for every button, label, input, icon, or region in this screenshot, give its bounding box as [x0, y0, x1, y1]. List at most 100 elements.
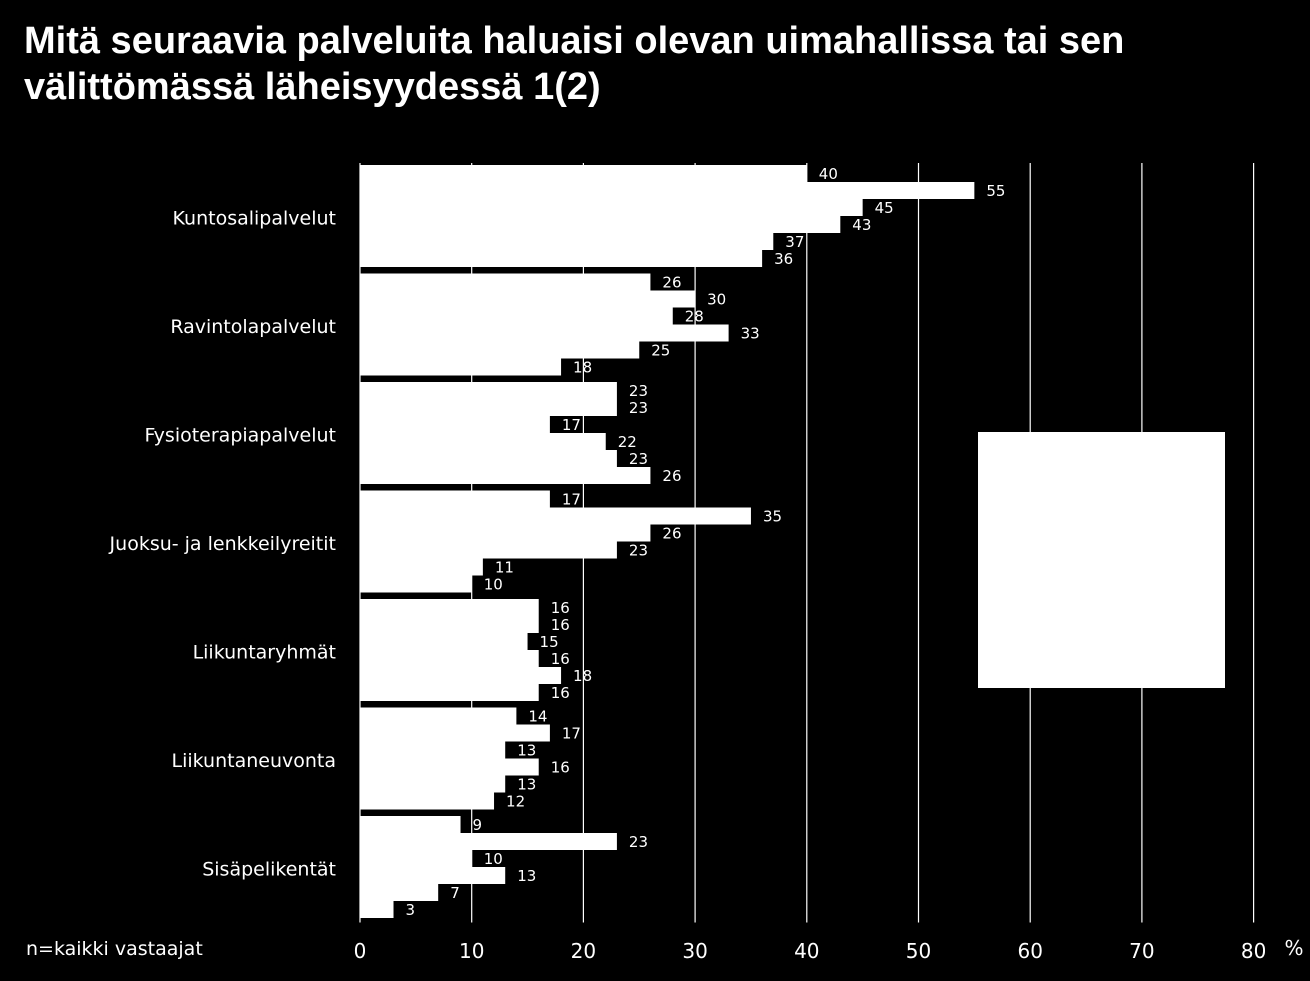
x-tick-label: 50	[906, 939, 931, 963]
x-tick-label: 0	[354, 939, 367, 963]
bar	[360, 616, 539, 633]
bar	[360, 758, 539, 776]
bar	[360, 724, 550, 742]
data-label: 16	[551, 684, 570, 702]
bar	[360, 382, 617, 399]
bar	[360, 667, 562, 684]
data-label: 16	[551, 650, 570, 668]
bar	[360, 775, 506, 793]
x-tick-label: 20	[571, 939, 596, 963]
category-label: Ravintolapalvelut	[170, 316, 336, 338]
category-label: Fysioterapiapalvelut	[145, 424, 337, 446]
x-tick-label: 70	[1129, 939, 1154, 963]
data-label: 15	[540, 633, 559, 651]
bar	[360, 199, 863, 216]
data-label: 16	[551, 599, 570, 617]
bar	[360, 216, 841, 233]
bar	[360, 507, 751, 525]
bar	[360, 707, 517, 725]
data-label: 26	[662, 467, 681, 485]
data-label: 23	[629, 399, 648, 417]
bar	[360, 524, 651, 542]
data-label: 13	[517, 742, 536, 760]
data-label: 3	[406, 901, 416, 919]
data-label: 55	[986, 182, 1005, 200]
data-label: 36	[774, 250, 793, 268]
bar	[360, 307, 673, 325]
bar	[360, 324, 729, 342]
x-tick-label: 80	[1241, 939, 1266, 963]
data-label: 18	[573, 359, 592, 377]
bar	[360, 182, 975, 199]
bar	[360, 833, 617, 850]
data-label: 28	[685, 308, 704, 326]
category-label: Kuntosalipalvelut	[173, 207, 336, 229]
bar	[360, 684, 539, 701]
bar	[360, 433, 606, 450]
bar	[360, 650, 539, 667]
bar	[360, 165, 807, 182]
data-label: 23	[629, 542, 648, 560]
bar	[360, 341, 640, 359]
data-label: 17	[562, 725, 581, 743]
x-tick-label: 30	[682, 939, 707, 963]
data-label: 45	[875, 199, 894, 217]
bar	[360, 741, 506, 759]
data-label: 10	[484, 850, 503, 868]
data-label: 14	[528, 708, 547, 726]
category-label: Sisäpelikentät	[202, 858, 336, 880]
sample-note: n=kaikki vastaajat	[26, 938, 203, 960]
data-label: 13	[517, 776, 536, 794]
bar	[360, 250, 763, 267]
x-tick-label: 40	[794, 939, 819, 963]
data-label: 23	[629, 382, 648, 400]
category-label: Juoksu- ja lenkkeilyreitit	[109, 533, 336, 555]
bar	[360, 416, 550, 433]
data-label: 13	[517, 867, 536, 885]
data-label: 17	[562, 416, 581, 434]
bar	[360, 599, 539, 616]
bar	[360, 633, 528, 650]
data-label: 23	[629, 450, 648, 468]
bar	[360, 273, 651, 291]
data-label: 40	[819, 165, 838, 183]
bar	[360, 490, 550, 508]
x-tick-label: 60	[1017, 939, 1042, 963]
bar	[360, 541, 617, 559]
data-label: 17	[562, 491, 581, 509]
bar	[360, 901, 394, 918]
data-label: 16	[551, 616, 570, 634]
bar	[360, 816, 461, 833]
category-label: Liikuntaryhmät	[193, 641, 336, 663]
x-unit-label: %	[1284, 936, 1303, 960]
bar	[360, 399, 617, 416]
data-label: 12	[506, 793, 525, 811]
legend-box	[978, 432, 1225, 688]
bar	[360, 358, 562, 376]
data-label: 11	[495, 559, 514, 577]
data-label: 33	[741, 325, 760, 343]
data-label: 26	[662, 525, 681, 543]
bar	[360, 867, 506, 884]
data-label: 9	[473, 816, 483, 834]
data-label: 43	[852, 216, 871, 234]
data-label: 30	[707, 291, 726, 309]
bar	[360, 884, 439, 901]
data-label: 26	[662, 274, 681, 292]
data-label: 22	[618, 433, 637, 451]
bar	[360, 575, 472, 593]
data-label: 18	[573, 667, 592, 685]
bar	[360, 850, 472, 867]
bar	[360, 558, 483, 576]
bar	[360, 233, 774, 250]
bar	[360, 450, 617, 467]
data-label: 10	[484, 576, 503, 594]
data-label: 37	[785, 233, 804, 251]
bar	[360, 290, 696, 308]
bar	[360, 467, 651, 484]
data-label: 7	[450, 884, 460, 902]
chart-title: Mitä seuraavia palveluita haluaisi oleva…	[24, 20, 1125, 108]
data-label: 23	[629, 833, 648, 851]
x-tick-label: 10	[459, 939, 484, 963]
data-label: 25	[651, 342, 670, 360]
